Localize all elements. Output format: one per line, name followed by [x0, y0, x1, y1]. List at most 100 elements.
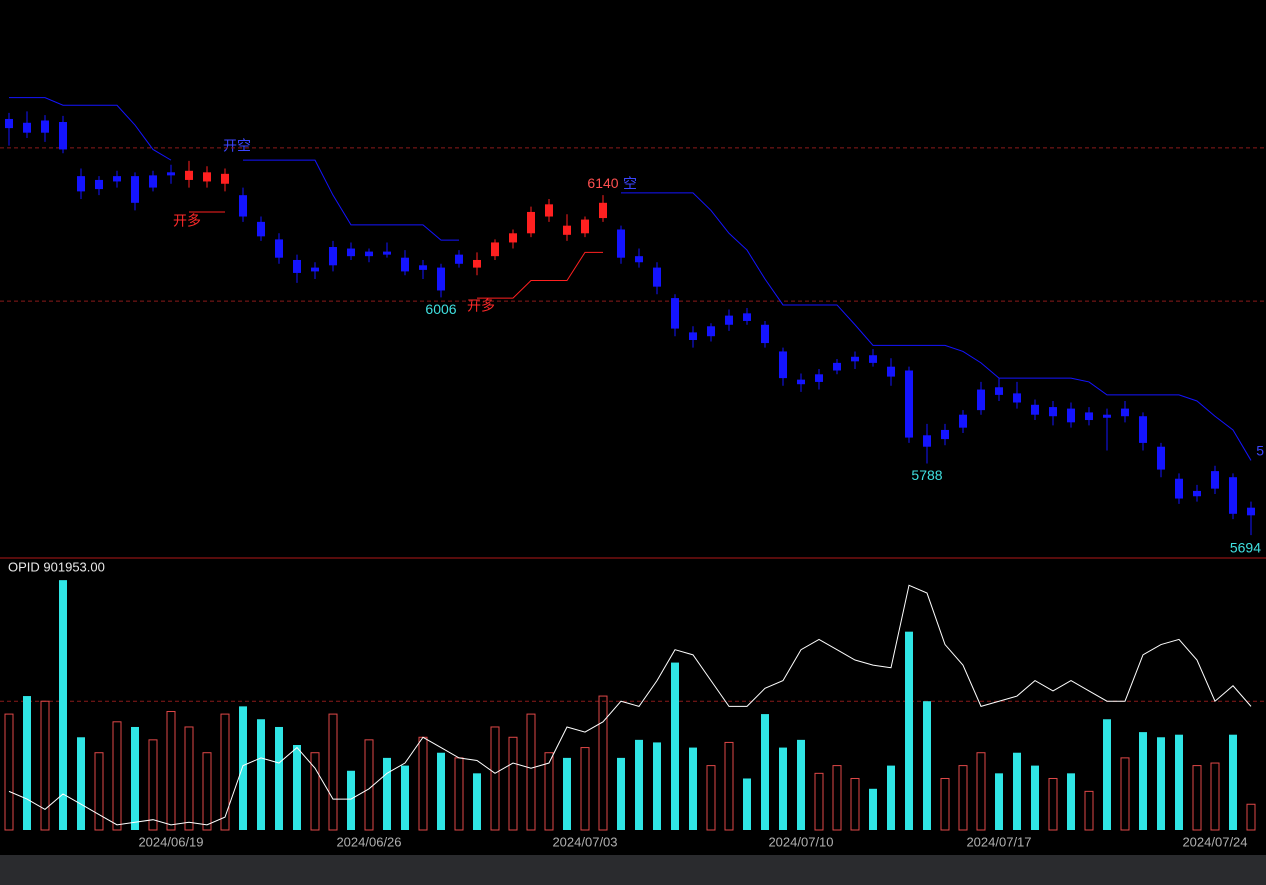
candle-body [725, 315, 733, 325]
candle-body [167, 172, 175, 176]
volume-bar [184, 726, 194, 831]
volume-bar [473, 773, 481, 830]
candle-body [347, 248, 355, 257]
candle-body [1211, 471, 1219, 489]
volume-bar [59, 580, 67, 830]
candle-body [1193, 490, 1201, 497]
candle-body [887, 366, 895, 377]
volume-bar [166, 711, 176, 831]
candle-body [257, 221, 265, 237]
volume-bar [635, 739, 643, 830]
volume-bar [850, 777, 860, 831]
candle-body [5, 118, 13, 129]
volume-bar [743, 778, 751, 830]
candle-body [1229, 477, 1237, 514]
volume-bar [328, 713, 338, 831]
candle-body [1247, 507, 1255, 516]
candle-body [617, 229, 625, 258]
volume-bar [23, 696, 31, 830]
candle-body [23, 122, 31, 133]
volume-bar [383, 757, 391, 830]
volume-bar [293, 745, 301, 830]
candle-body [923, 435, 931, 447]
volume-bar [923, 701, 931, 830]
volume-bar [148, 739, 158, 831]
volume-bar [508, 736, 518, 831]
x-tick-label: 2024/06/26 [336, 834, 401, 849]
volume-bar [1139, 732, 1147, 830]
volume-bar [995, 773, 1003, 830]
candle-body [563, 225, 571, 235]
candle-body [761, 324, 769, 344]
candle-body [1175, 478, 1183, 499]
x-tick-label: 2024/06/19 [138, 834, 203, 849]
volume-bar [131, 726, 139, 830]
volume-bar [1157, 737, 1165, 830]
volume-bar [958, 765, 968, 831]
volume-bar [275, 726, 283, 830]
candle-body [59, 122, 67, 150]
candle-body [743, 313, 751, 321]
candle-body [779, 351, 787, 379]
candle-body [797, 379, 805, 385]
volume-bar [1210, 762, 1220, 831]
candle-body [221, 173, 229, 184]
volume-bar [1103, 719, 1111, 830]
candle-body [905, 370, 913, 438]
candle-body [203, 172, 211, 182]
price-label: 6006 [425, 301, 456, 317]
volume-bar [797, 739, 805, 830]
volume-bar [310, 752, 320, 831]
candle-body [491, 242, 499, 257]
volume-bar [689, 747, 697, 830]
volume-bar [40, 700, 50, 831]
volume-bar [1192, 765, 1202, 831]
volume-bar [490, 726, 500, 831]
indicator-label: OPID 901953.00 [8, 559, 105, 574]
candle-body [509, 233, 517, 243]
candle-body [1013, 393, 1021, 403]
volume-bar [1048, 777, 1058, 831]
candle-body [275, 239, 283, 258]
candle-body [1103, 414, 1111, 418]
volume-bar [526, 713, 536, 831]
x-tick-label: 2024/07/24 [1182, 834, 1247, 849]
price-label: 6140 [587, 175, 618, 191]
candle-body [851, 356, 859, 362]
volume-bar [220, 713, 230, 831]
volume-bar [437, 752, 445, 830]
volume-bar [1084, 790, 1094, 831]
candle-body [599, 202, 607, 219]
volume-bar [706, 765, 716, 831]
opi-line [8, 584, 1252, 826]
volume-bar [544, 752, 554, 831]
candle-body [977, 389, 985, 411]
volume-bar [112, 721, 122, 831]
volume-bar [598, 695, 608, 831]
candle-body [383, 251, 391, 255]
candle-body [401, 257, 409, 272]
candle-body [1067, 408, 1075, 423]
volume-bar [887, 765, 895, 830]
volume-bar [1120, 757, 1130, 831]
candle-body [581, 219, 589, 234]
candle-body [1157, 446, 1165, 470]
volume-bar [1067, 773, 1075, 830]
x-tick-label: 2024/07/10 [768, 834, 833, 849]
volume-bar [202, 752, 212, 831]
x-tick-label: 2024/07/17 [966, 834, 1031, 849]
price-label: 5788 [911, 467, 942, 483]
candle-body [95, 179, 103, 190]
volume-bar [1175, 734, 1183, 830]
volume-bar [1229, 734, 1237, 830]
candle-body [689, 332, 697, 341]
signal-label: 开多 [467, 298, 495, 314]
candle-body [311, 267, 319, 272]
price-label: 5694 [1230, 540, 1261, 556]
volume-bar [1013, 752, 1021, 830]
volume-bar [257, 719, 265, 830]
candle-body [815, 374, 823, 382]
volume-bar [563, 757, 571, 830]
candle-body [329, 247, 337, 266]
